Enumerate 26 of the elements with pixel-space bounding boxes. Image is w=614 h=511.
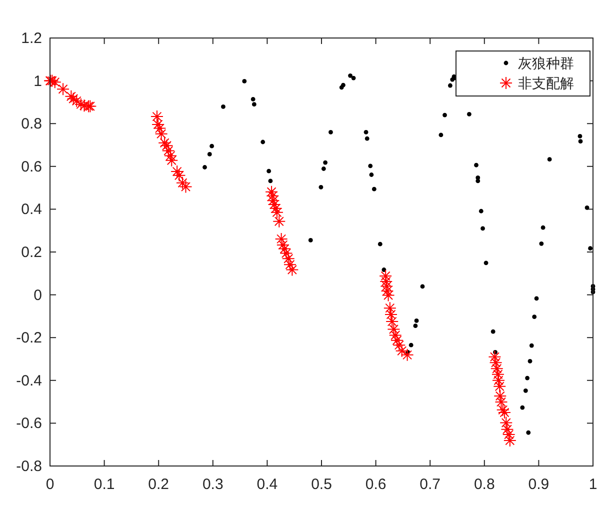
x-tick-label: 0.6	[365, 476, 386, 493]
x-tick-label: 0.3	[202, 476, 224, 493]
y-tick-label: 0.2	[21, 244, 42, 261]
x-tick-label: 0.7	[420, 476, 441, 493]
x-tick-label: 0.8	[474, 476, 495, 493]
y-tick-label: 0.6	[21, 158, 42, 176]
x-tick-label: 0.1	[94, 476, 115, 493]
legend-item: 灰狼种群	[504, 57, 574, 72]
x-tick-label: 0.9	[528, 476, 550, 493]
y-tick-label: 1.2	[21, 30, 42, 47]
x-tick-label: 0.4	[256, 476, 278, 493]
x-tick-label: 0.5	[311, 476, 332, 493]
legend-label: 灰狼种群	[518, 56, 574, 72]
y-tick-label: -0.2	[16, 330, 42, 347]
y-tick-label: -0.4	[16, 372, 42, 390]
x-tick-label: 0.2	[148, 476, 170, 493]
x-tick-label: 1	[588, 476, 598, 493]
x-tick-label: 0	[46, 476, 54, 493]
y-tick-label: -0.8	[16, 458, 42, 475]
legend-label: 非支配解	[518, 76, 574, 92]
y-tick-label: 1	[34, 72, 42, 90]
y-tick-label: 0.8	[21, 116, 42, 133]
y-tick-label: 0.4	[21, 201, 42, 218]
y-tick-label: -0.6	[16, 415, 42, 432]
legend-item: 非支配解	[500, 76, 574, 92]
y-tick-label: 0	[34, 286, 42, 304]
